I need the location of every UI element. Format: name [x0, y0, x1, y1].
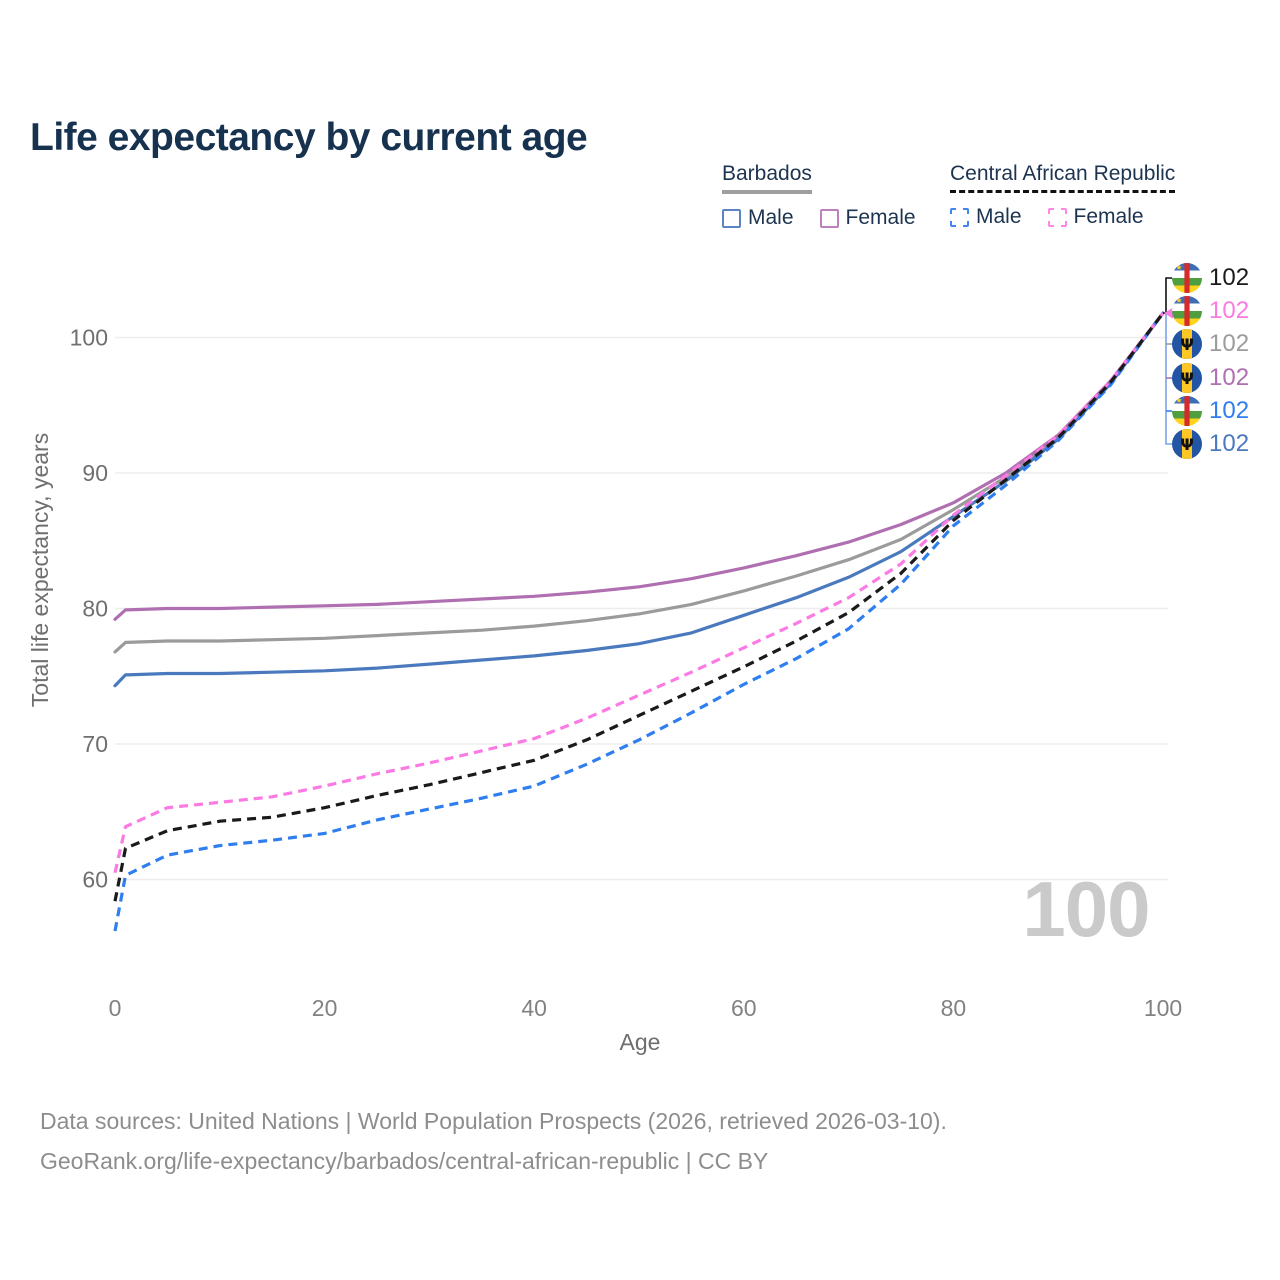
y-axis-tick-label: 90: [82, 460, 108, 486]
label-connector-bottom: [1165, 313, 1173, 445]
series-line-central-african-republic-female[interactable]: [113, 312, 1165, 874]
legend-label: Male: [976, 205, 1022, 228]
series-line-barbados-female[interactable]: [113, 311, 1165, 621]
y-axis-tick-label: 100: [70, 325, 108, 351]
x-axis-title: Age: [620, 1029, 661, 1055]
end-label-value: 102: [1209, 397, 1250, 424]
legend-label: Female: [845, 206, 916, 229]
car-male-checkbox[interactable]: [950, 207, 969, 227]
svg-text:Ψ: Ψ: [1180, 369, 1194, 388]
end-label-value: 102: [1209, 297, 1250, 324]
x-axis-tick-label: 80: [941, 995, 967, 1021]
end-label-row: Ψ 102: [1172, 362, 1249, 394]
y-axis-tick-label: 70: [82, 731, 108, 757]
legend-title-central-african-republic: Central African Republic: [950, 162, 1176, 193]
end-label-row: Ψ 102: [1172, 328, 1249, 360]
x-axis-tick-label: 60: [731, 995, 757, 1021]
barbados-flag-icon: Ψ: [1172, 429, 1202, 459]
legend-label: Female: [1073, 205, 1144, 228]
x-axis-tick-label: 0: [109, 995, 122, 1021]
svg-text:Ψ: Ψ: [1180, 435, 1194, 454]
age-cursor-watermark: 100: [1022, 865, 1150, 953]
barbados-female-checkbox[interactable]: [819, 208, 839, 228]
series-line-central-african-republic-male[interactable]: [113, 312, 1165, 932]
y-axis-tick-label: 80: [82, 596, 108, 622]
central-african-republic-flag-icon: [1172, 263, 1202, 293]
barbados-flag-icon: Ψ: [1172, 363, 1202, 393]
end-label-row: Ψ 102: [1172, 428, 1249, 460]
legend-title-barbados: Barbados: [722, 162, 812, 194]
footer-attribution-link: GeoRank.org/life-expectancy/barbados/cen…: [40, 1148, 769, 1174]
end-label-value: 102: [1209, 264, 1250, 291]
legend-group-central-african-republic: Central African Republic Male Female: [950, 162, 1176, 229]
page-title: Life expectancy by current age: [30, 116, 588, 160]
legend-item-barbados-female[interactable]: Female: [819, 206, 916, 230]
end-label-value: 102: [1209, 364, 1250, 391]
x-axis-tick-label: 100: [1144, 995, 1182, 1021]
legend-item-car-male[interactable]: Male: [950, 205, 1022, 229]
end-label-row: 102: [1172, 262, 1249, 294]
end-label-value: 102: [1209, 430, 1250, 457]
legend-group-barbados: Barbados Male Female: [722, 162, 916, 230]
barbados-male-checkbox[interactable]: [722, 208, 741, 228]
svg-text:Ψ: Ψ: [1180, 335, 1194, 354]
barbados-flag-icon: Ψ: [1172, 329, 1202, 359]
y-axis-tick-label: 60: [82, 867, 108, 893]
label-connector-arrow: [1164, 307, 1173, 319]
end-label-row: 102: [1172, 395, 1249, 427]
central-african-republic-flag-icon: [1172, 296, 1202, 326]
legend-item-barbados-male[interactable]: Male: [722, 206, 794, 230]
series-line-barbados-male[interactable]: [113, 311, 1165, 688]
legend-label: Male: [748, 206, 794, 229]
end-label-row: 102: [1172, 295, 1249, 327]
central-african-republic-flag-icon: [1172, 396, 1202, 426]
end-label-value: 102: [1209, 330, 1250, 357]
series-line-central-african-republic-both[interactable]: [113, 312, 1165, 902]
footer-data-sources: Data sources: United Nations | World Pop…: [40, 1108, 947, 1134]
x-axis-tick-label: 40: [521, 995, 547, 1021]
car-female-checkbox[interactable]: [1047, 207, 1067, 227]
x-axis-tick-label: 20: [312, 995, 338, 1021]
y-axis-title: Total life expectancy, years: [27, 433, 53, 707]
legend-item-car-female[interactable]: Female: [1047, 205, 1144, 229]
